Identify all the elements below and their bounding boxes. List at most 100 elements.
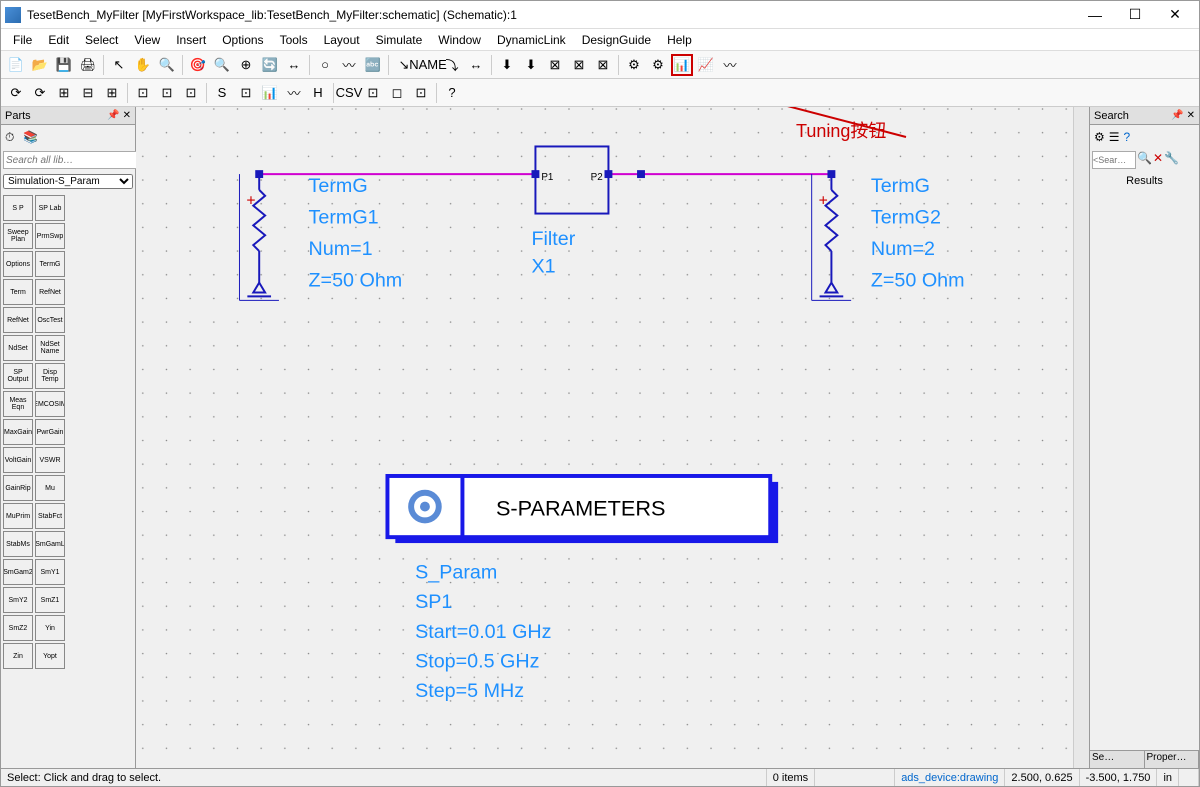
part-button[interactable]: SmZ1 bbox=[35, 587, 65, 613]
toolbar-button[interactable]: ○ bbox=[314, 54, 336, 76]
toolbar-button[interactable]: ⊠ bbox=[592, 54, 614, 76]
toolbar-button[interactable]: 🔄 bbox=[259, 54, 281, 76]
toolbar-button[interactable]: S bbox=[211, 82, 233, 104]
toolbar-button[interactable]: ✋ bbox=[132, 54, 154, 76]
toolbar-button[interactable]: ↔ bbox=[465, 54, 487, 76]
menu-file[interactable]: File bbox=[5, 31, 40, 49]
toolbar-button[interactable]: ⊕ bbox=[235, 54, 257, 76]
menu-dynamiclink[interactable]: DynamicLink bbox=[489, 31, 574, 49]
toolbar-button[interactable]: ⊡ bbox=[132, 82, 154, 104]
search-go-icon[interactable]: 🔍 bbox=[1137, 151, 1152, 169]
toolbar-button[interactable]: ? bbox=[441, 82, 463, 104]
toolbar-button[interactable]: 🔍 bbox=[156, 54, 178, 76]
part-button[interactable]: Zin bbox=[3, 643, 33, 669]
part-button[interactable]: Yin bbox=[35, 615, 65, 641]
menu-help[interactable]: Help bbox=[659, 31, 700, 49]
part-button[interactable]: SmZ2 bbox=[3, 615, 33, 641]
toolbar-button[interactable]: 🔍 bbox=[211, 54, 233, 76]
part-button[interactable]: SP Lab bbox=[35, 195, 65, 221]
menu-options[interactable]: Options bbox=[214, 31, 271, 49]
schematic-canvas[interactable]: + TermG TermG1 Num=1 Z=50 Ohm bbox=[136, 107, 1073, 768]
toolbar-button[interactable]: ◻ bbox=[386, 82, 408, 104]
toolbar-button[interactable]: 🎯 bbox=[187, 54, 209, 76]
part-button[interactable]: SmGamL bbox=[35, 531, 65, 557]
toolbar-button[interactable]: 📂 bbox=[29, 54, 51, 76]
toolbar-button[interactable]: ⊞ bbox=[53, 82, 75, 104]
part-button[interactable]: GainRip bbox=[3, 475, 33, 501]
toolbar-button[interactable]: ⟳ bbox=[5, 82, 27, 104]
tab-properties[interactable]: Proper… bbox=[1145, 751, 1200, 768]
part-button[interactable]: Sweep Plan bbox=[3, 223, 33, 249]
part-button[interactable]: EMCOSIM bbox=[35, 391, 65, 417]
toolbar-button[interactable]: ⚙ bbox=[647, 54, 669, 76]
menu-simulate[interactable]: Simulate bbox=[368, 31, 431, 49]
close-button[interactable]: ✕ bbox=[1155, 2, 1195, 28]
part-button[interactable]: StabMs bbox=[3, 531, 33, 557]
parts-pin-icon[interactable]: 📌 ✕ bbox=[107, 110, 131, 121]
toolbar-button[interactable]: ⊡ bbox=[180, 82, 202, 104]
part-button[interactable]: NdSet Name bbox=[35, 335, 65, 361]
parts-category-select[interactable]: Simulation-S_Param bbox=[3, 174, 133, 189]
gear-icon[interactable]: ⚙ bbox=[1094, 130, 1105, 144]
menu-select[interactable]: Select bbox=[77, 31, 126, 49]
toolbar-button[interactable]: ⊞ bbox=[101, 82, 123, 104]
part-button[interactable]: Mu bbox=[35, 475, 65, 501]
toolbar-button[interactable]: 〰 bbox=[719, 54, 741, 76]
part-button[interactable]: Term bbox=[3, 279, 33, 305]
part-button[interactable]: TermG bbox=[35, 251, 65, 277]
toolbar-button[interactable]: CSV bbox=[338, 82, 360, 104]
toolbar-button[interactable]: ⊠ bbox=[544, 54, 566, 76]
toolbar-button[interactable]: H bbox=[307, 82, 329, 104]
menu-designguide[interactable]: DesignGuide bbox=[574, 31, 659, 49]
menu-insert[interactable]: Insert bbox=[168, 31, 214, 49]
toolbar-button[interactable]: 📄 bbox=[5, 54, 27, 76]
part-button[interactable]: OscTest bbox=[35, 307, 65, 333]
toolbar-button[interactable]: ⊡ bbox=[156, 82, 178, 104]
toolbar-button[interactable]: ↔ bbox=[283, 54, 305, 76]
part-button[interactable]: PrmSwp bbox=[35, 223, 65, 249]
part-button[interactable]: SP Output bbox=[3, 363, 33, 389]
part-button[interactable]: S P bbox=[3, 195, 33, 221]
part-button[interactable]: SmY2 bbox=[3, 587, 33, 613]
toolbar-button[interactable]: 〰 bbox=[283, 82, 305, 104]
toolbar-button[interactable]: ⊟ bbox=[77, 82, 99, 104]
toolbar-button[interactable]: 🖨 bbox=[77, 54, 99, 76]
parts-search-input[interactable] bbox=[3, 151, 143, 169]
toolbar-button[interactable]: ⚙ bbox=[623, 54, 645, 76]
toolbar-button[interactable]: ⤵ bbox=[441, 54, 463, 76]
part-button[interactable]: Disp Temp bbox=[35, 363, 65, 389]
part-button[interactable]: RefNet bbox=[3, 307, 33, 333]
search-pin-icon[interactable]: 📌 ✕ bbox=[1171, 110, 1195, 121]
canvas-scrollbar[interactable] bbox=[1073, 107, 1089, 768]
toolbar-button[interactable]: 🔤 bbox=[362, 54, 384, 76]
part-button[interactable]: MuPrim bbox=[3, 503, 33, 529]
menu-view[interactable]: View bbox=[126, 31, 168, 49]
search-clear-icon[interactable]: ✕ bbox=[1153, 151, 1163, 169]
toolbar-button[interactable]: ⊠ bbox=[568, 54, 590, 76]
menu-tools[interactable]: Tools bbox=[272, 31, 316, 49]
part-button[interactable]: SmY1 bbox=[35, 559, 65, 585]
toolbar-button[interactable]: ⟳ bbox=[29, 82, 51, 104]
list-icon[interactable]: ☰ bbox=[1109, 130, 1120, 144]
toolbar-button[interactable]: ⬇ bbox=[520, 54, 542, 76]
toolbar-button[interactable]: 〰 bbox=[338, 54, 360, 76]
help-icon[interactable]: ? bbox=[1124, 130, 1131, 144]
menu-window[interactable]: Window bbox=[430, 31, 489, 49]
search-opt-icon[interactable]: 🔧 bbox=[1164, 151, 1179, 169]
part-button[interactable]: RefNet bbox=[35, 279, 65, 305]
part-button[interactable]: Options bbox=[3, 251, 33, 277]
toolbar-button[interactable]: ⊡ bbox=[362, 82, 384, 104]
part-button[interactable]: VoltGain bbox=[3, 447, 33, 473]
toolbar-button[interactable]: NAME bbox=[417, 54, 439, 76]
library-icon[interactable]: 📚 bbox=[23, 130, 37, 144]
toolbar-button[interactable]: ⊡ bbox=[410, 82, 432, 104]
toolbar-button[interactable]: ⊡ bbox=[235, 82, 257, 104]
toolbar-button[interactable]: ↖ bbox=[108, 54, 130, 76]
menu-edit[interactable]: Edit bbox=[40, 31, 77, 49]
part-button[interactable]: VSWR bbox=[35, 447, 65, 473]
part-button[interactable]: Meas Eqn bbox=[3, 391, 33, 417]
part-button[interactable]: StabFct bbox=[35, 503, 65, 529]
toolbar-button[interactable]: 📊 bbox=[259, 82, 281, 104]
component-sparam-box[interactable]: S-PARAMETERS bbox=[387, 476, 778, 543]
part-button[interactable]: SmGam2 bbox=[3, 559, 33, 585]
